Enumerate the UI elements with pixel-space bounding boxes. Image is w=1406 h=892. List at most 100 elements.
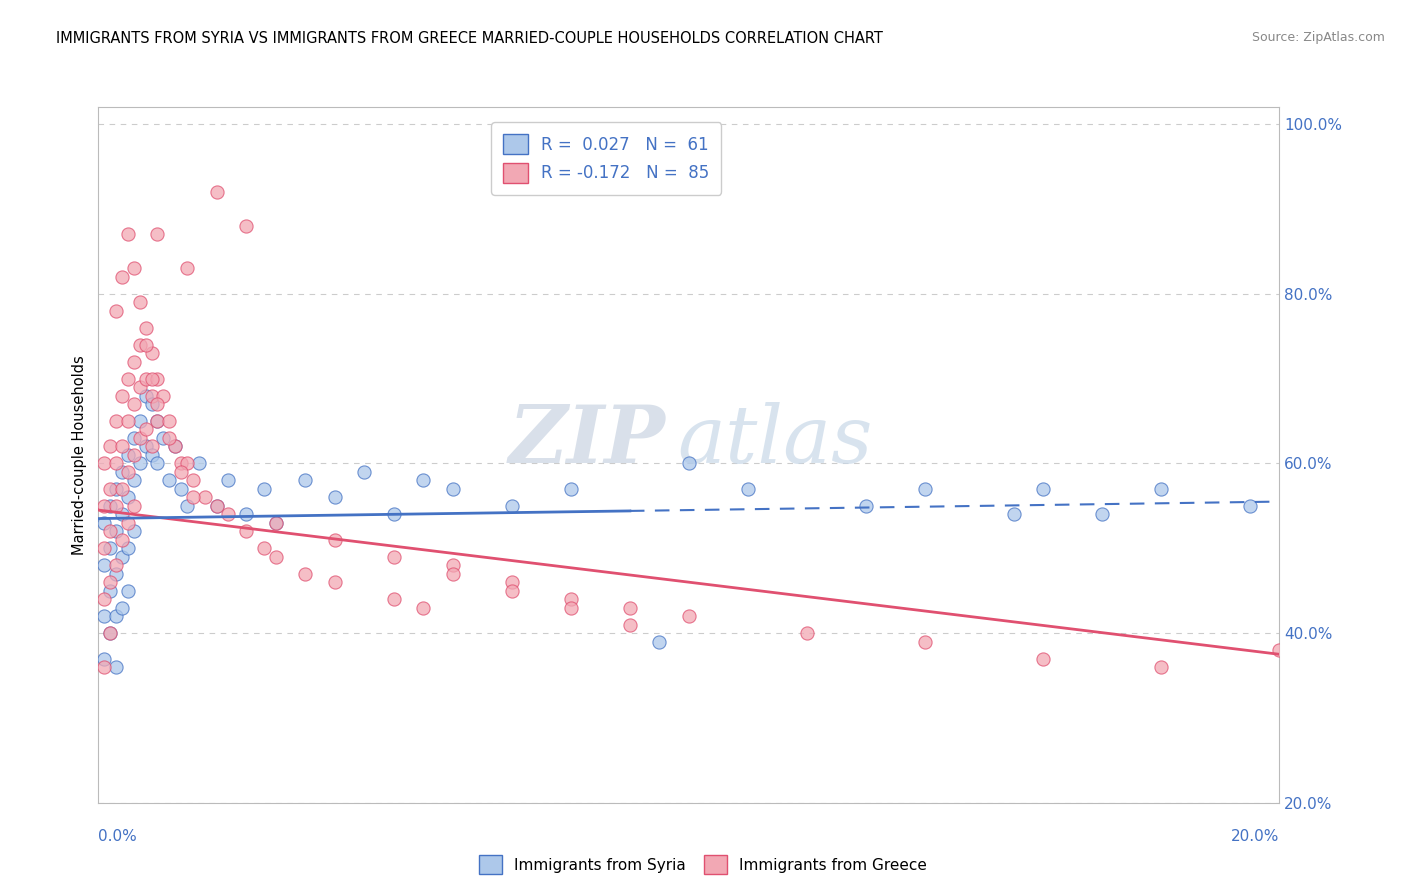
Point — [117, 541, 139, 556]
Point — [105, 482, 128, 496]
Point — [678, 609, 700, 624]
Point — [105, 524, 128, 539]
Point — [135, 422, 157, 436]
Point — [146, 227, 169, 242]
Point — [165, 439, 187, 453]
Point — [146, 457, 169, 471]
Point — [1150, 482, 1173, 496]
Point — [117, 227, 139, 242]
Point — [141, 346, 163, 360]
Point — [737, 482, 759, 496]
Point — [141, 371, 163, 385]
Point — [264, 549, 287, 564]
Point — [855, 499, 877, 513]
Point — [98, 499, 121, 513]
Point — [117, 583, 139, 598]
Point — [135, 337, 157, 351]
Point — [146, 414, 169, 428]
Point — [382, 549, 405, 564]
Point — [253, 482, 276, 496]
Text: Source: ZipAtlas.com: Source: ZipAtlas.com — [1251, 31, 1385, 45]
Point — [194, 491, 217, 505]
Point — [157, 431, 180, 445]
Point — [560, 592, 582, 607]
Point — [170, 457, 193, 471]
Point — [146, 397, 169, 411]
Point — [176, 499, 198, 513]
Point — [105, 558, 128, 573]
Point — [914, 482, 936, 496]
Point — [98, 439, 121, 453]
Point — [217, 508, 239, 522]
Point — [170, 482, 193, 496]
Point — [1032, 651, 1054, 665]
Point — [412, 600, 434, 615]
Point — [678, 457, 700, 471]
Point — [122, 524, 145, 539]
Point — [323, 491, 346, 505]
Point — [235, 524, 257, 539]
Point — [382, 592, 405, 607]
Point — [205, 185, 228, 199]
Point — [235, 508, 257, 522]
Point — [1268, 643, 1291, 657]
Point — [105, 660, 128, 674]
Text: atlas: atlas — [678, 402, 873, 480]
Point — [122, 397, 145, 411]
Point — [93, 516, 115, 530]
Point — [117, 465, 139, 479]
Point — [117, 448, 139, 462]
Point — [122, 354, 145, 368]
Point — [181, 474, 204, 488]
Point — [128, 337, 150, 351]
Point — [253, 541, 276, 556]
Point — [98, 626, 121, 640]
Point — [98, 541, 121, 556]
Y-axis label: Married-couple Households: Married-couple Households — [72, 355, 87, 555]
Point — [122, 261, 145, 276]
Point — [111, 388, 134, 402]
Point — [1150, 660, 1173, 674]
Point — [141, 397, 163, 411]
Point — [441, 566, 464, 581]
Point — [501, 575, 523, 590]
Point — [176, 457, 198, 471]
Point — [111, 439, 134, 453]
Point — [98, 583, 121, 598]
Point — [187, 457, 209, 471]
Point — [152, 388, 174, 402]
Point — [135, 388, 157, 402]
Point — [441, 482, 464, 496]
Point — [128, 414, 150, 428]
Point — [501, 583, 523, 598]
Point — [111, 508, 134, 522]
Point — [217, 474, 239, 488]
Point — [128, 295, 150, 310]
Point — [141, 439, 163, 453]
Point — [353, 465, 375, 479]
Point — [560, 482, 582, 496]
Point — [294, 474, 316, 488]
Point — [323, 575, 346, 590]
Point — [93, 499, 115, 513]
Point — [98, 626, 121, 640]
Point — [98, 524, 121, 539]
Point — [235, 219, 257, 233]
Point — [105, 566, 128, 581]
Point — [135, 320, 157, 334]
Point — [146, 414, 169, 428]
Point — [93, 660, 115, 674]
Point — [105, 414, 128, 428]
Point — [111, 269, 134, 284]
Point — [105, 499, 128, 513]
Point — [205, 499, 228, 513]
Point — [98, 575, 121, 590]
Point — [146, 371, 169, 385]
Point — [105, 303, 128, 318]
Point — [648, 634, 671, 648]
Point — [93, 609, 115, 624]
Point — [128, 380, 150, 394]
Point — [93, 457, 115, 471]
Point — [412, 474, 434, 488]
Point — [93, 558, 115, 573]
